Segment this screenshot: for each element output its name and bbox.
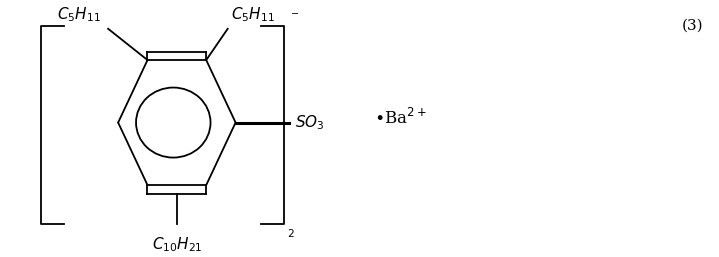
Text: $SO_3$: $SO_3$ <box>295 113 324 132</box>
Text: $C_{10}H_{21}$: $C_{10}H_{21}$ <box>152 236 202 254</box>
Text: $\bullet$Ba$^{2+}$: $\bullet$Ba$^{2+}$ <box>374 108 426 128</box>
Text: $^{-}$: $^{-}$ <box>290 10 299 24</box>
Text: $_{2}$: $_{2}$ <box>287 226 295 240</box>
Text: $C_5H_{11}$: $C_5H_{11}$ <box>232 5 275 24</box>
Text: $C_5H_{11}$: $C_5H_{11}$ <box>57 5 101 24</box>
Text: (3): (3) <box>682 19 703 33</box>
